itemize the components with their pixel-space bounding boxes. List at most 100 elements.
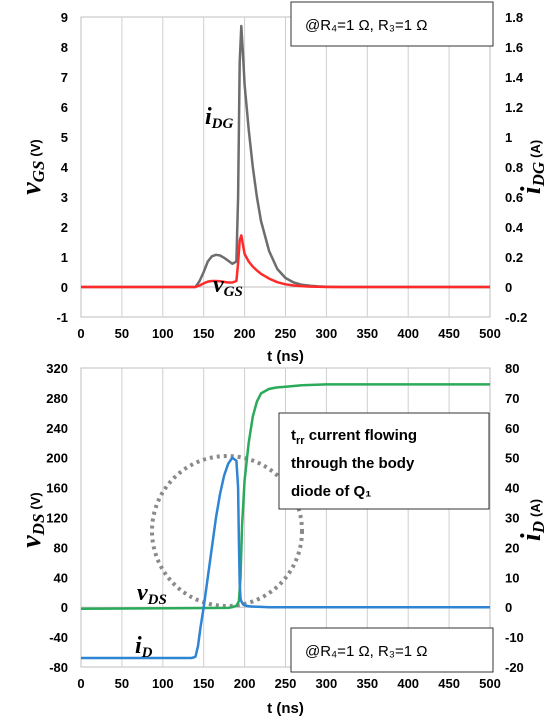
y-right-tick-label: -20 <box>505 660 524 675</box>
y-right-tick-label: 0 <box>505 280 512 295</box>
y-left-tick-label: 240 <box>46 421 68 436</box>
x-tick-label: 300 <box>316 676 338 691</box>
x-tick-label: 150 <box>193 676 215 691</box>
series-label-iDG: iDG <box>205 104 234 132</box>
y-left-tick-label: 7 <box>61 70 68 85</box>
x-tick-label: 0 <box>77 676 84 691</box>
y-left-tick-label: 0 <box>61 600 68 615</box>
y-right-tick-label: 1.4 <box>505 70 524 85</box>
series-label-vDS-sub: DS <box>147 592 167 608</box>
y-left-tick-label: 200 <box>46 451 68 466</box>
y-right-tick-label: 10 <box>505 570 519 585</box>
y-left-unit: (V) <box>28 139 43 156</box>
y-right-tick-label: 1.8 <box>505 10 523 25</box>
y-left-tick-label: 120 <box>46 511 68 526</box>
y-left-unit: (V) <box>28 492 43 509</box>
series-label-iD: iD <box>135 633 153 661</box>
x-tick-label: 500 <box>479 676 501 691</box>
x-tick-label: 50 <box>115 676 129 691</box>
y-right-tick-label: 0.2 <box>505 250 523 265</box>
callout-box <box>278 412 490 510</box>
y-right-tick-label: 60 <box>505 421 519 436</box>
y-left-tick-label: 40 <box>54 570 68 585</box>
y-left-tick-label: 160 <box>46 481 68 496</box>
bottom-chart-drain-voltage: 0 50 100 150 200 250 300 350 400 450 500-80-400408… <box>16 361 548 717</box>
y-right-axis-title: iD (A) <box>516 499 548 541</box>
y-left-axis-title-sub: DS <box>29 514 48 537</box>
y-right-tick-label: 80 <box>505 361 519 376</box>
y-left-tick-label: 4 <box>61 160 69 175</box>
y-right-tick-label: 1 <box>505 130 512 145</box>
x-axis-title: t (ns) <box>267 700 304 717</box>
series-vDS <box>80 383 490 610</box>
y-left-tick-label: 9 <box>61 10 68 25</box>
y-right-tick-label: 30 <box>505 511 519 526</box>
y-left-tick-label: 280 <box>46 391 68 406</box>
y-right-axis-title-main: i <box>516 186 547 194</box>
condition-label: @R₄=1 Ω, R₃=1 Ω <box>305 643 427 660</box>
y-right-axis-title: iDG (A) <box>516 140 548 194</box>
series-label-vDS: vDS <box>137 580 167 608</box>
x-tick-label: 100 <box>152 676 174 691</box>
x-tick-label: 250 <box>275 676 297 691</box>
x-axis-title: t (ns) <box>267 348 304 365</box>
callout-text: current flowing <box>305 427 418 444</box>
condition-box <box>290 627 494 673</box>
y-left-tick-label: -80 <box>49 660 68 675</box>
callout-trr-main: t <box>291 427 296 444</box>
x-tick-label: 350 <box>356 326 378 341</box>
condition-label: @R₄=1 Ω, R₃=1 Ω <box>305 17 427 34</box>
y-left-axis-title-sub: GS <box>29 161 48 183</box>
x-tick-label: 0 <box>77 326 84 341</box>
y-left-tick-label: 6 <box>61 100 68 115</box>
x-tick-label: 400 <box>397 326 419 341</box>
y-right-axis-title-sub: D <box>529 521 548 534</box>
y-right-tick-label: 40 <box>505 481 519 496</box>
y-right-tick-label: 1.2 <box>505 100 523 115</box>
y-right-unit: (A) <box>528 499 543 517</box>
y-left-tick-label: -1 <box>56 310 68 325</box>
y-left-tick-label: 5 <box>61 130 68 145</box>
x-tick-label: 250 <box>275 326 297 341</box>
watermark: 知乎 @VBsemi微碧半导体 <box>407 705 548 719</box>
callout-line-2: through the body <box>291 455 415 472</box>
y-right-tick-label: 1.6 <box>505 40 523 55</box>
x-tick-label: 50 <box>115 326 129 341</box>
y-right-axis-title-sub: DG <box>529 161 548 187</box>
condition-box <box>290 1 494 47</box>
callout-line-3: diode of Q₁ <box>291 483 371 500</box>
y-right-unit: (A) <box>528 140 543 158</box>
y-left-tick-label: 80 <box>54 540 68 555</box>
x-tick-label: 350 <box>356 676 378 691</box>
x-tick-label: 400 <box>397 676 419 691</box>
series-label-iDG-main: i <box>205 104 212 130</box>
series-label-vDS-main: v <box>137 580 148 606</box>
series-vGS <box>81 234 490 289</box>
y-right-tick-label: 0.8 <box>505 160 523 175</box>
y-right-tick-label: 20 <box>505 540 519 555</box>
x-tick-label: 200 <box>234 326 256 341</box>
y-left-axis-title: vGS (V) <box>16 139 48 195</box>
y-right-tick-label: 0 <box>505 600 512 615</box>
y-left-axis-title-main: v <box>16 535 47 548</box>
x-tick-label: 200 <box>234 676 256 691</box>
y-left-axis-title: vDS (V) <box>16 492 48 548</box>
callout-trr-sub: rr <box>296 435 305 447</box>
x-tick-label: 450 <box>438 676 460 691</box>
y-left-tick-label: 1 <box>61 250 68 265</box>
series-label-iDG-sub: DG <box>211 116 234 132</box>
series-label-iD-sub: D <box>141 645 153 661</box>
x-tick-label: 500 <box>479 326 501 341</box>
series-label-iD-main: i <box>135 633 142 659</box>
x-tick-label: 100 <box>152 326 174 341</box>
y-right-tick-label: 50 <box>505 451 519 466</box>
y-right-tick-label: 0.4 <box>505 220 524 235</box>
y-left-tick-label: 2 <box>61 220 68 235</box>
y-right-axis-title-main: i <box>516 533 547 541</box>
y-right-tick-label: -10 <box>505 630 524 645</box>
series-label-vGS: vGS <box>213 272 243 300</box>
series-iD <box>81 456 490 660</box>
y-left-tick-label: 0 <box>61 280 68 295</box>
x-tick-label: 150 <box>193 326 215 341</box>
